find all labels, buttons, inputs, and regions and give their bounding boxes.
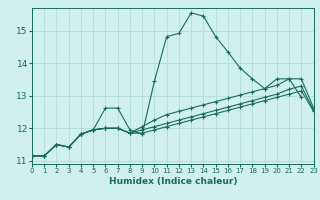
X-axis label: Humidex (Indice chaleur): Humidex (Indice chaleur): [108, 177, 237, 186]
